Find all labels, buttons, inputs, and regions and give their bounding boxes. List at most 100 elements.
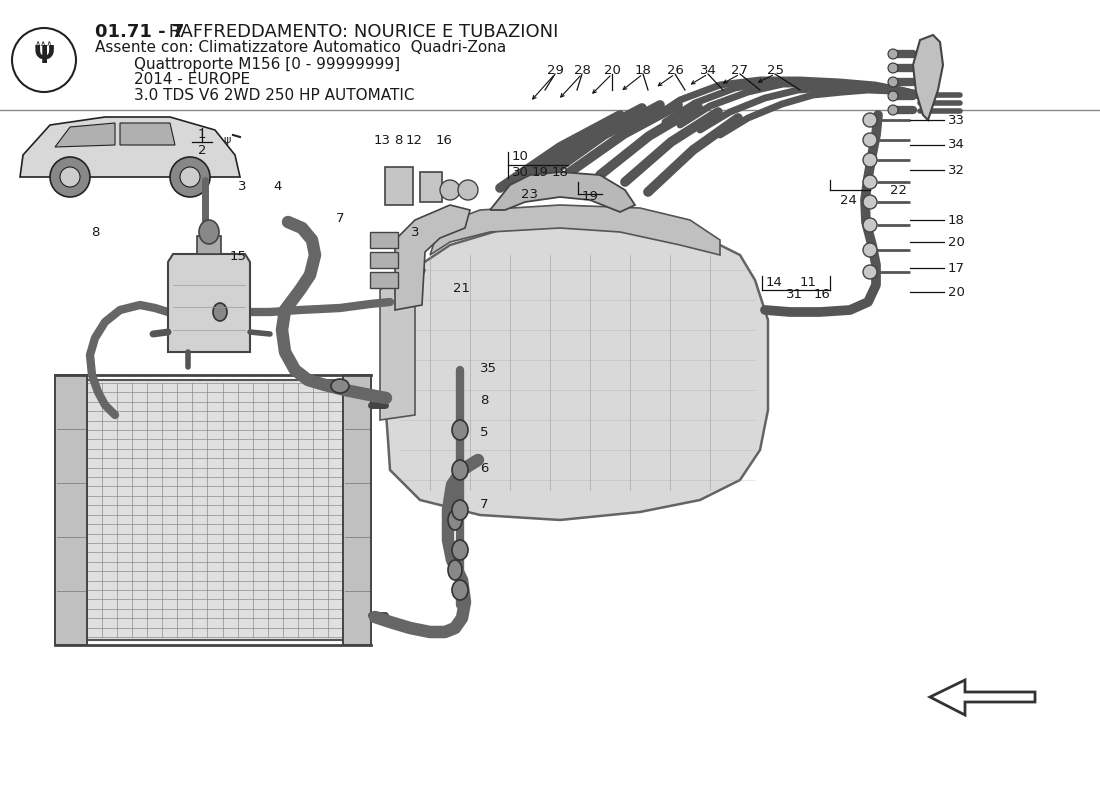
Ellipse shape bbox=[452, 460, 468, 480]
Circle shape bbox=[50, 157, 90, 197]
Text: 4: 4 bbox=[274, 179, 283, 193]
Text: 20: 20 bbox=[948, 286, 965, 298]
Text: 16: 16 bbox=[436, 134, 452, 146]
Circle shape bbox=[864, 243, 877, 257]
Text: 25: 25 bbox=[767, 63, 783, 77]
Text: 3: 3 bbox=[238, 179, 246, 193]
Text: 16: 16 bbox=[814, 287, 830, 301]
Text: Assente con: Climatizzatore Automatico  Quadri-Zona: Assente con: Climatizzatore Automatico Q… bbox=[95, 41, 506, 55]
Text: Ψ: Ψ bbox=[33, 44, 55, 68]
Circle shape bbox=[440, 180, 460, 200]
Text: Quattroporte M156 [0 - 99999999]: Quattroporte M156 [0 - 99999999] bbox=[95, 57, 400, 71]
Circle shape bbox=[888, 105, 898, 115]
Ellipse shape bbox=[452, 580, 468, 600]
Text: 3: 3 bbox=[410, 226, 419, 238]
Ellipse shape bbox=[448, 560, 462, 580]
Circle shape bbox=[60, 167, 80, 187]
Text: 1: 1 bbox=[198, 129, 207, 142]
Text: 19: 19 bbox=[531, 166, 549, 178]
Circle shape bbox=[864, 153, 877, 167]
Text: 2: 2 bbox=[198, 143, 207, 157]
Text: 8: 8 bbox=[480, 394, 488, 406]
Text: 35: 35 bbox=[480, 362, 497, 374]
Circle shape bbox=[888, 91, 898, 101]
Circle shape bbox=[864, 133, 877, 147]
Polygon shape bbox=[120, 123, 175, 145]
Bar bbox=[420, 172, 442, 202]
Text: 28: 28 bbox=[573, 63, 591, 77]
Polygon shape bbox=[930, 680, 1035, 715]
Polygon shape bbox=[395, 205, 470, 310]
Text: 7: 7 bbox=[480, 498, 488, 510]
Circle shape bbox=[180, 167, 200, 187]
Polygon shape bbox=[385, 225, 768, 520]
Text: 33: 33 bbox=[948, 114, 965, 126]
Text: 8: 8 bbox=[394, 134, 403, 146]
Circle shape bbox=[170, 157, 210, 197]
Text: 34: 34 bbox=[700, 63, 716, 77]
Text: 18: 18 bbox=[635, 63, 651, 77]
Text: ψ: ψ bbox=[223, 135, 231, 145]
Text: 19: 19 bbox=[582, 190, 598, 202]
Ellipse shape bbox=[213, 303, 227, 321]
Text: 26: 26 bbox=[667, 63, 683, 77]
Ellipse shape bbox=[331, 379, 349, 393]
Polygon shape bbox=[490, 172, 635, 212]
Text: 22: 22 bbox=[890, 183, 908, 197]
Circle shape bbox=[458, 180, 478, 200]
Text: 3.0 TDS V6 2WD 250 HP AUTOMATIC: 3.0 TDS V6 2WD 250 HP AUTOMATIC bbox=[95, 89, 415, 103]
Bar bbox=[370, 232, 398, 248]
Text: 15: 15 bbox=[230, 250, 246, 263]
Text: 11: 11 bbox=[800, 275, 816, 289]
Polygon shape bbox=[55, 123, 116, 147]
Text: 10: 10 bbox=[512, 150, 528, 162]
Circle shape bbox=[864, 175, 877, 189]
Ellipse shape bbox=[452, 420, 468, 440]
Polygon shape bbox=[379, 260, 425, 420]
Circle shape bbox=[864, 195, 877, 209]
Text: 27: 27 bbox=[732, 63, 748, 77]
Circle shape bbox=[888, 63, 898, 73]
Text: 7: 7 bbox=[336, 211, 344, 225]
Text: 31: 31 bbox=[785, 287, 803, 301]
Polygon shape bbox=[20, 117, 240, 177]
Text: 20: 20 bbox=[604, 63, 620, 77]
Bar bbox=[343, 375, 371, 645]
Polygon shape bbox=[430, 205, 720, 255]
Text: 32: 32 bbox=[948, 163, 965, 177]
Text: 8: 8 bbox=[91, 226, 100, 238]
Text: 6: 6 bbox=[480, 462, 488, 474]
Circle shape bbox=[864, 113, 877, 127]
Ellipse shape bbox=[452, 500, 468, 520]
Bar bbox=[370, 252, 398, 268]
Text: 24: 24 bbox=[840, 194, 857, 206]
Circle shape bbox=[888, 49, 898, 59]
Text: 23: 23 bbox=[521, 187, 539, 201]
Polygon shape bbox=[913, 35, 943, 120]
Text: 29: 29 bbox=[547, 63, 563, 77]
Text: 20: 20 bbox=[948, 235, 965, 249]
Text: 2014 - EUROPE: 2014 - EUROPE bbox=[95, 73, 250, 87]
Text: 17: 17 bbox=[948, 262, 965, 274]
Polygon shape bbox=[168, 254, 250, 352]
Text: 34: 34 bbox=[948, 138, 965, 151]
Bar bbox=[85, 380, 345, 640]
Text: 30: 30 bbox=[512, 166, 528, 178]
Text: ∧∧∧: ∧∧∧ bbox=[35, 39, 53, 49]
Text: 12: 12 bbox=[406, 134, 422, 146]
Text: 01.71 - 7: 01.71 - 7 bbox=[95, 23, 185, 41]
Ellipse shape bbox=[199, 220, 219, 244]
Ellipse shape bbox=[448, 510, 462, 530]
Circle shape bbox=[888, 77, 898, 87]
Bar bbox=[385, 167, 412, 205]
Text: 14: 14 bbox=[766, 275, 782, 289]
Bar bbox=[55, 375, 87, 645]
Text: 18: 18 bbox=[948, 214, 965, 226]
Bar bbox=[197, 236, 221, 254]
Ellipse shape bbox=[452, 540, 468, 560]
Text: 13: 13 bbox=[374, 134, 390, 146]
Circle shape bbox=[864, 218, 877, 232]
Text: 21: 21 bbox=[453, 282, 471, 294]
Text: RAFFREDDAMENTO: NOURICE E TUBAZIONI: RAFFREDDAMENTO: NOURICE E TUBAZIONI bbox=[163, 23, 559, 41]
Bar bbox=[370, 272, 398, 288]
